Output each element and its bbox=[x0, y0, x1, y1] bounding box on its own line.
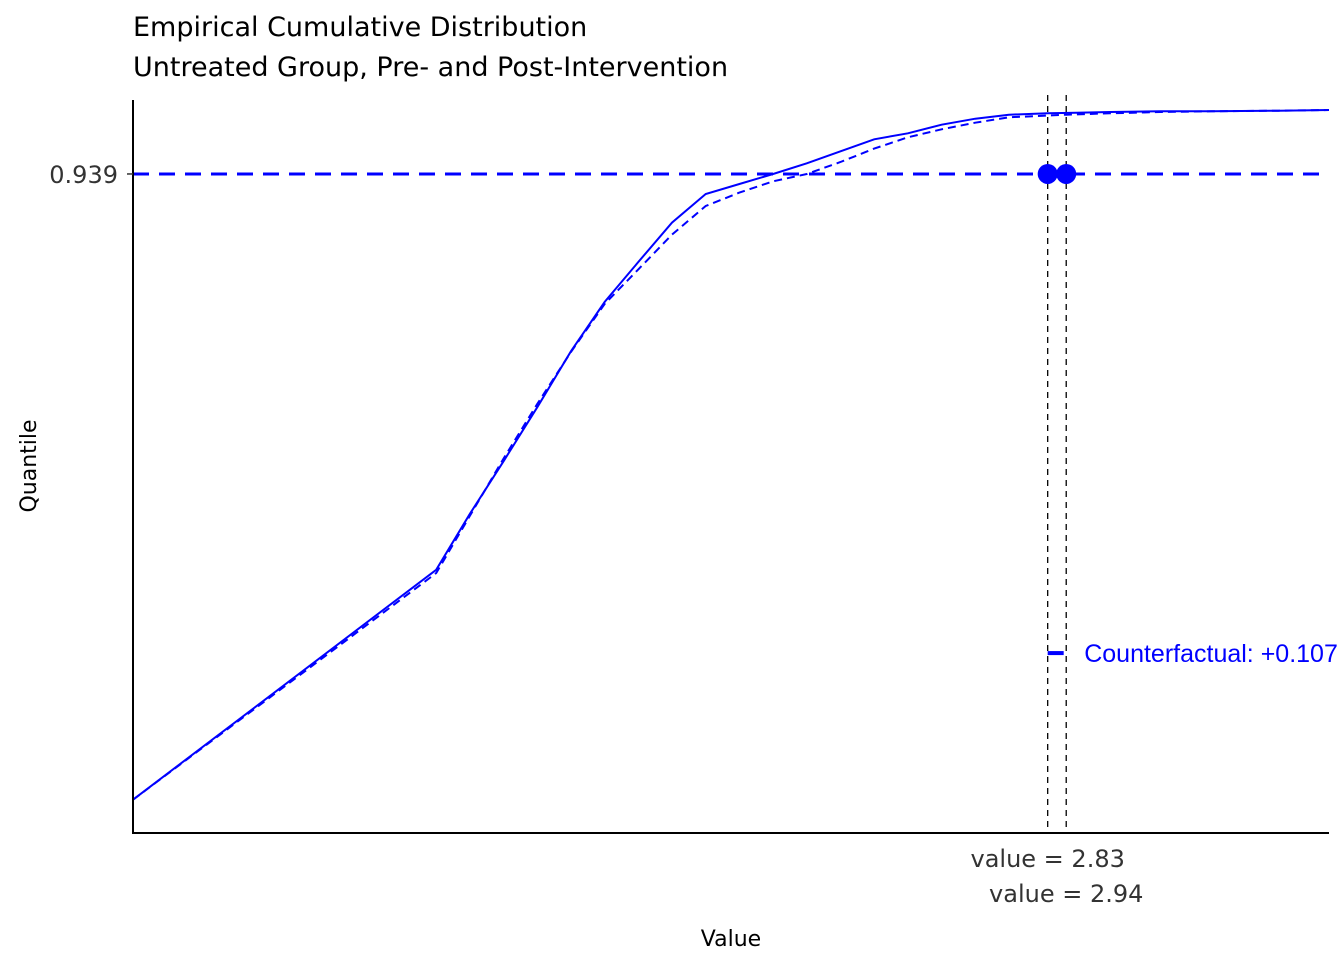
ecdf-series-dashed bbox=[132, 109, 1330, 801]
x-axis-label: Value bbox=[701, 927, 761, 952]
counterfactual-annotation: Counterfactual: +0.107 bbox=[1084, 640, 1338, 668]
chart-title: Empirical Cumulative Distribution bbox=[133, 12, 587, 43]
quantile-point-1 bbox=[1037, 163, 1058, 184]
x-tick-label-value-2: value = 2.94 bbox=[989, 880, 1143, 908]
y-axis-label: Quantile bbox=[17, 419, 42, 512]
x-tick-label-value-1: value = 2.83 bbox=[971, 845, 1125, 873]
plot-area bbox=[132, 95, 1330, 833]
y-tick-label-quantile: 0.939 bbox=[49, 161, 118, 189]
quantile-point-2 bbox=[1056, 163, 1077, 184]
annotation-marker bbox=[1047, 651, 1064, 656]
chart-subtitle: Untreated Group, Pre- and Post-Intervent… bbox=[133, 52, 728, 83]
ecdf-series-solid bbox=[132, 109, 1330, 801]
